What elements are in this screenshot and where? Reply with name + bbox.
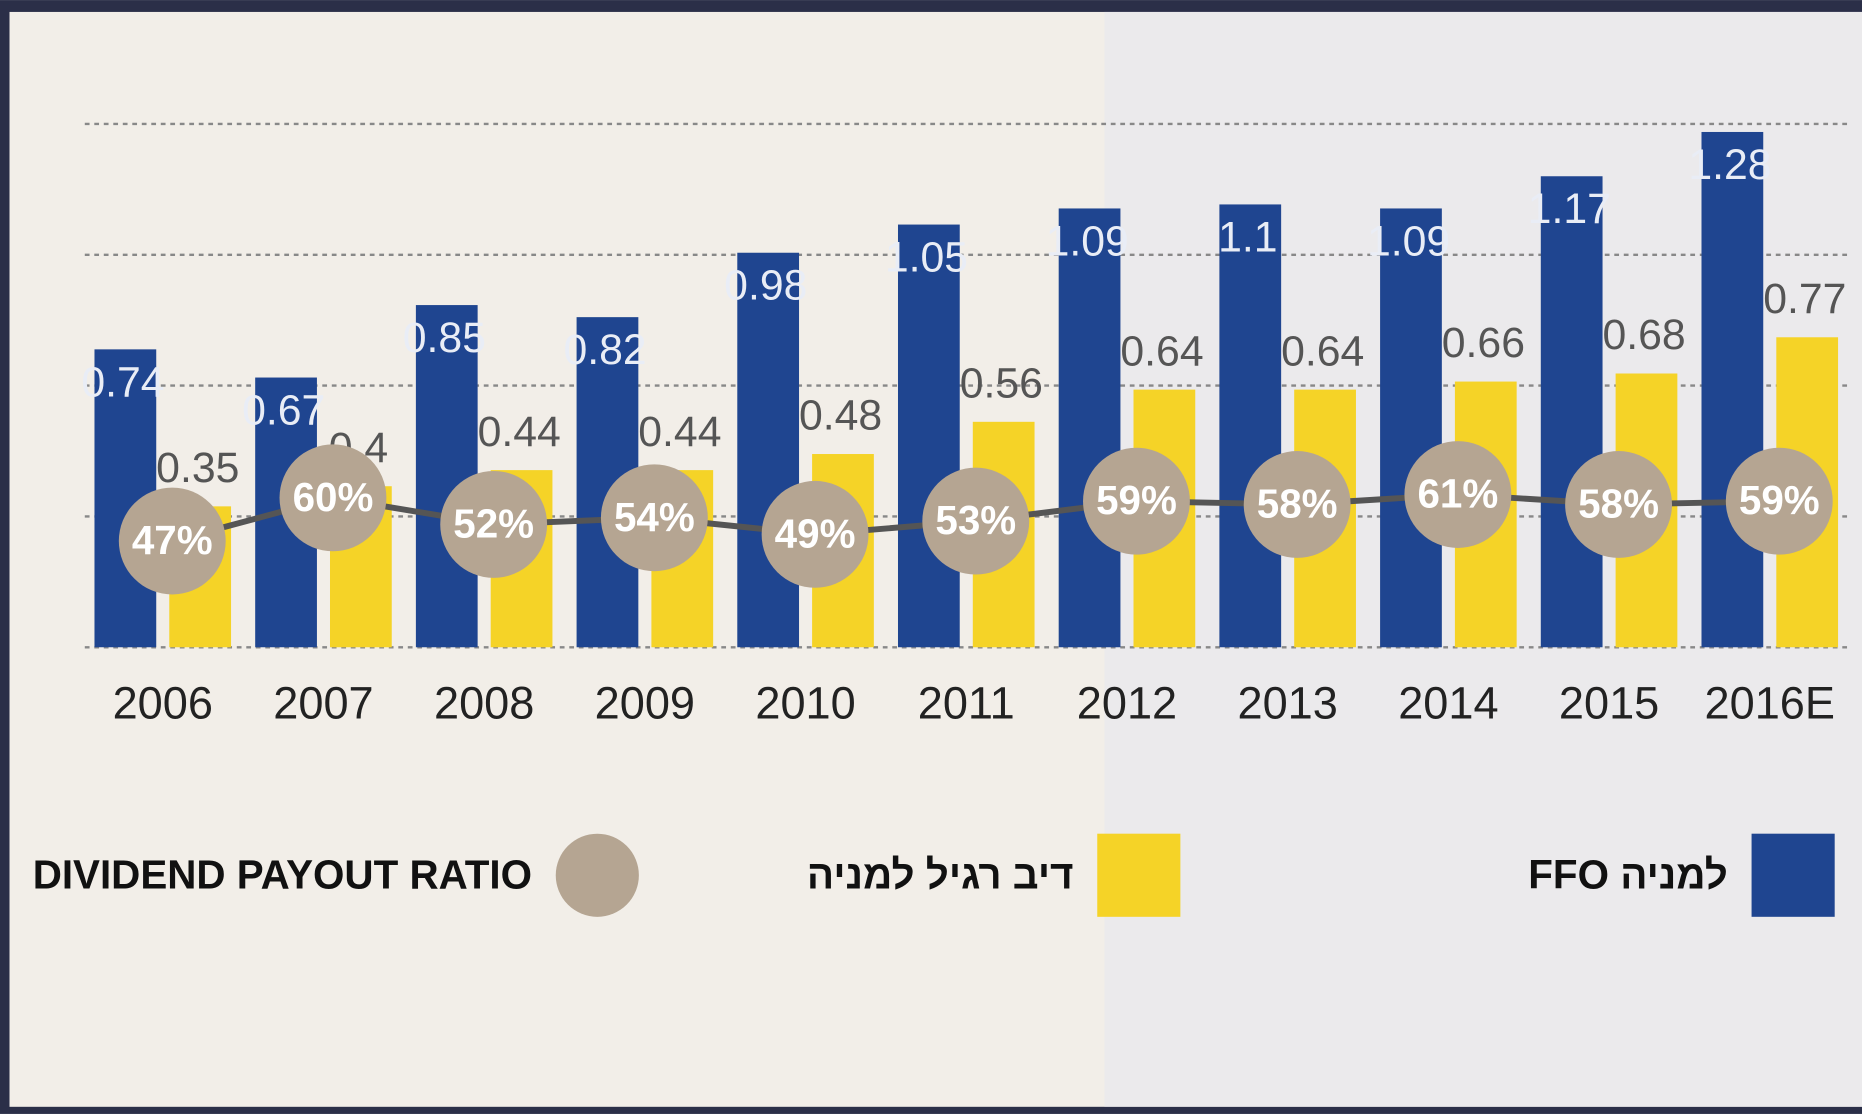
ratio-label: 58%	[1578, 481, 1659, 527]
x-tick-label: 2010	[755, 678, 855, 729]
x-tick-label: 2008	[434, 678, 534, 729]
legend-swatch	[555, 833, 639, 917]
bar	[737, 252, 800, 648]
value-label: 0.68	[1602, 311, 1685, 359]
value-label: 1.09	[1046, 217, 1129, 265]
legend-label: DIVIDEND PAYOUT RATIO	[33, 851, 532, 897]
ratio-marker	[1565, 451, 1673, 558]
bar	[1219, 204, 1282, 648]
x-tick-label: 2012	[1077, 678, 1177, 729]
value-label: 0.85	[403, 314, 486, 362]
value-label: 1.17	[1528, 185, 1611, 233]
ratio-marker	[1404, 441, 1512, 548]
ratio-marker	[118, 487, 226, 595]
ratio-marker	[440, 470, 548, 578]
x-tick-label: 2011	[918, 678, 1015, 729]
ratio-marker	[761, 480, 869, 588]
value-label: 1.1	[1218, 213, 1277, 261]
bar	[415, 305, 478, 648]
ratio-label: 52%	[453, 500, 534, 546]
value-label: 0.82	[563, 326, 646, 374]
value-label: 0.48	[799, 392, 882, 440]
value-label: 0.74	[81, 358, 164, 406]
ratio-label: 54%	[614, 494, 695, 540]
x-tick-label: 2006	[113, 678, 213, 729]
value-label: 0.64	[1120, 327, 1203, 375]
ratio-label: 47%	[132, 517, 213, 563]
ratio-label: 49%	[775, 510, 856, 556]
ratio-marker	[922, 467, 1030, 575]
value-label: 0.66	[1442, 319, 1525, 367]
bar	[1540, 176, 1603, 648]
x-tick-label: 2013	[1237, 678, 1337, 729]
x-tick-label: 2007	[273, 678, 373, 729]
value-label: 1.28	[1688, 141, 1771, 189]
x-tick-label: 2014	[1398, 678, 1498, 729]
bar	[897, 224, 960, 648]
ratio-marker	[600, 464, 708, 572]
ratio-label: 59%	[1096, 477, 1177, 523]
value-label: 0.44	[638, 408, 721, 456]
legend-swatch	[1751, 833, 1835, 917]
x-tick-label: 2016E	[1705, 678, 1835, 729]
value-label: 0.35	[156, 444, 239, 492]
ratio-marker	[1083, 447, 1190, 555]
value-label: 0.56	[960, 359, 1043, 407]
x-tick-label: 2009	[595, 678, 695, 729]
bar	[1380, 208, 1442, 648]
value-label: 0.67	[242, 386, 325, 434]
ratio-label: 53%	[935, 497, 1016, 543]
legend-label: דיב רגיל למניה	[807, 851, 1074, 897]
value-label: 0.64	[1281, 327, 1364, 375]
value-label: 1.05	[885, 233, 968, 281]
ratio-label: 58%	[1257, 481, 1338, 527]
x-tick-label: 2015	[1559, 678, 1659, 729]
ratio-marker	[279, 444, 387, 552]
bar	[1701, 131, 1764, 648]
ratio-marker	[1725, 447, 1833, 555]
value-label: 0.77	[1763, 275, 1846, 323]
value-label: 0.44	[478, 408, 561, 456]
legend-swatch	[1097, 833, 1181, 917]
legend-label: FFO למניה	[1528, 851, 1728, 897]
value-label: 0.98	[724, 262, 807, 310]
ratio-label: 59%	[1739, 477, 1820, 523]
value-label: 1.09	[1367, 217, 1450, 265]
bar	[1058, 208, 1121, 648]
ratio-label: 61%	[1417, 471, 1498, 517]
ratio-marker	[1243, 451, 1351, 558]
ratio-label: 60%	[293, 474, 374, 520]
